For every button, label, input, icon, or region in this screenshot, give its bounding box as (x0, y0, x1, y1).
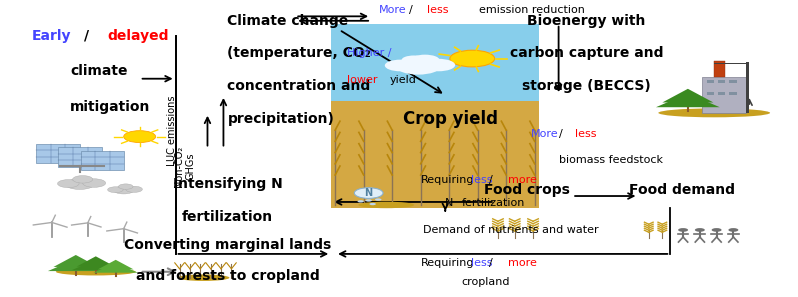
Text: Bioenergy with: Bioenergy with (527, 14, 646, 28)
Bar (58, 147, 102, 167)
Text: Non-CO₂
GHGs: Non-CO₂ GHGs (174, 146, 196, 187)
Circle shape (678, 228, 688, 232)
Ellipse shape (56, 268, 136, 276)
Circle shape (124, 131, 156, 143)
Bar (718, 92, 725, 95)
Circle shape (73, 176, 93, 183)
Text: Requiring: Requiring (421, 258, 475, 268)
Polygon shape (662, 89, 713, 102)
Text: climate: climate (70, 64, 128, 78)
Circle shape (375, 198, 381, 201)
Text: delayed: delayed (108, 29, 169, 43)
Text: /: / (84, 29, 89, 43)
Text: N: N (365, 188, 373, 198)
Text: Climate change: Climate change (227, 14, 349, 28)
Text: /: / (409, 5, 413, 15)
Text: LUC emissions: LUC emissions (167, 95, 176, 166)
Bar (707, 92, 714, 95)
Text: Food demand: Food demand (630, 183, 735, 197)
Bar (702, 77, 746, 113)
Text: fertilization: fertilization (461, 198, 524, 208)
Polygon shape (77, 256, 115, 267)
Circle shape (410, 55, 440, 65)
Circle shape (83, 179, 105, 187)
Text: /: / (489, 175, 493, 185)
Circle shape (365, 199, 372, 202)
Bar (707, 80, 714, 83)
Circle shape (118, 184, 133, 189)
Text: less: less (471, 175, 492, 185)
Text: more: more (508, 258, 536, 268)
Text: emission reduction: emission reduction (479, 5, 585, 15)
Text: Crop yield: Crop yield (403, 110, 499, 128)
Circle shape (729, 228, 738, 232)
Text: less: less (427, 5, 448, 15)
Bar (714, 63, 749, 64)
Text: More: More (531, 129, 559, 139)
Circle shape (354, 188, 383, 198)
Polygon shape (53, 255, 98, 267)
Text: Demand of nutrients and water: Demand of nutrients and water (423, 225, 598, 235)
Text: lower: lower (347, 75, 377, 85)
Bar (331, 101, 539, 208)
Circle shape (396, 58, 440, 75)
Circle shape (421, 59, 455, 71)
Circle shape (369, 203, 376, 205)
Bar (36, 144, 80, 163)
Circle shape (126, 186, 142, 192)
Circle shape (450, 50, 495, 67)
Polygon shape (72, 260, 120, 270)
Text: Converting marginal lands: Converting marginal lands (124, 238, 331, 252)
Text: less: less (471, 258, 492, 268)
Circle shape (358, 200, 364, 203)
Circle shape (65, 179, 94, 189)
Text: Early: Early (32, 29, 71, 43)
Bar (714, 61, 725, 77)
Text: precipitation): precipitation) (227, 112, 334, 126)
Circle shape (108, 187, 123, 192)
Text: mitigation: mitigation (70, 100, 151, 114)
Text: More: More (379, 5, 407, 15)
Ellipse shape (177, 274, 230, 281)
Text: yield: yield (389, 75, 417, 85)
Circle shape (385, 60, 416, 71)
Text: biomass feedstock: biomass feedstock (559, 155, 662, 165)
Text: carbon capture and: carbon capture and (510, 46, 663, 61)
Text: Food crops: Food crops (484, 183, 570, 197)
Text: and forests to cropland: and forests to cropland (136, 269, 319, 283)
Text: Requiring: Requiring (421, 175, 475, 185)
Bar (729, 80, 737, 83)
Text: /: / (559, 129, 563, 139)
Bar (81, 151, 124, 170)
Bar (746, 62, 749, 113)
Text: Higher /: Higher / (347, 48, 392, 59)
Circle shape (57, 180, 79, 188)
Circle shape (695, 228, 705, 232)
Text: concentration and: concentration and (227, 79, 371, 93)
Circle shape (712, 228, 721, 232)
Polygon shape (656, 94, 720, 107)
Bar (331, 24, 539, 101)
Text: Intensifying N: Intensifying N (172, 177, 282, 191)
Text: (temperature, CO₂: (temperature, CO₂ (227, 46, 371, 61)
Ellipse shape (658, 108, 770, 117)
Bar (718, 80, 725, 83)
Text: /: / (489, 258, 493, 268)
Text: cropland: cropland (461, 277, 510, 287)
Circle shape (401, 56, 426, 65)
Polygon shape (48, 259, 104, 271)
Polygon shape (93, 263, 138, 273)
Text: more: more (508, 175, 536, 185)
Text: fertilization: fertilization (182, 210, 273, 224)
Bar (729, 92, 737, 95)
Text: N: N (445, 198, 453, 208)
Polygon shape (98, 260, 133, 269)
Text: less: less (575, 129, 596, 139)
Text: storage (BECCS): storage (BECCS) (522, 79, 651, 93)
Circle shape (113, 186, 134, 194)
Ellipse shape (358, 202, 414, 208)
